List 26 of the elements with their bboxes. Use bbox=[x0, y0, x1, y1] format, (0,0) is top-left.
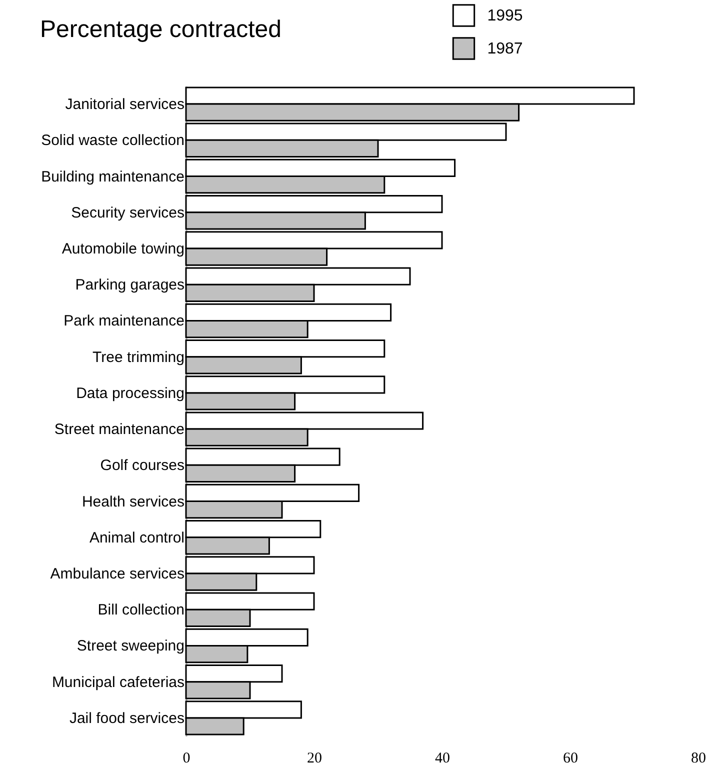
y-tick-label: Building maintenance bbox=[41, 168, 184, 186]
chart-title: Percentage contracted bbox=[40, 16, 282, 43]
y-tick-label: Solid waste collection bbox=[41, 132, 184, 150]
x-tick-label: 20 bbox=[307, 750, 322, 766]
y-tick-label: Bill collection bbox=[98, 602, 184, 619]
y-tick-label: Automobile towing bbox=[62, 240, 184, 258]
y-tick-label: Tree trimming bbox=[92, 348, 184, 366]
y-tick-label: Parking garages bbox=[75, 276, 184, 294]
y-tick-label: Jail food services bbox=[69, 710, 184, 727]
y-tick-label: Golf courses bbox=[100, 457, 184, 474]
y-tick-label: Street sweeping bbox=[76, 638, 184, 655]
x-tick-label: 40 bbox=[435, 750, 450, 766]
x-tick-label: 80 bbox=[691, 750, 706, 766]
x-tick-label: 0 bbox=[182, 750, 190, 766]
y-tick-label: Park maintenance bbox=[64, 312, 184, 330]
x-tick-label: 60 bbox=[563, 750, 578, 766]
y-tick-label: Ambulance services bbox=[50, 566, 184, 582]
y-tick-label: Security services bbox=[71, 204, 184, 222]
y-tick-label: Janitorial services bbox=[65, 96, 184, 114]
y-tick-label: Animal control bbox=[89, 529, 184, 546]
y-tick-label: Municipal cafeterias bbox=[52, 674, 184, 691]
y-tick-label: Street maintenance bbox=[54, 421, 184, 438]
legend-label: 1987 bbox=[487, 40, 523, 58]
y-tick-label: Health services bbox=[82, 493, 184, 510]
y-tick-label: Data processing bbox=[76, 384, 184, 402]
legend-label: 1995 bbox=[487, 8, 523, 24]
